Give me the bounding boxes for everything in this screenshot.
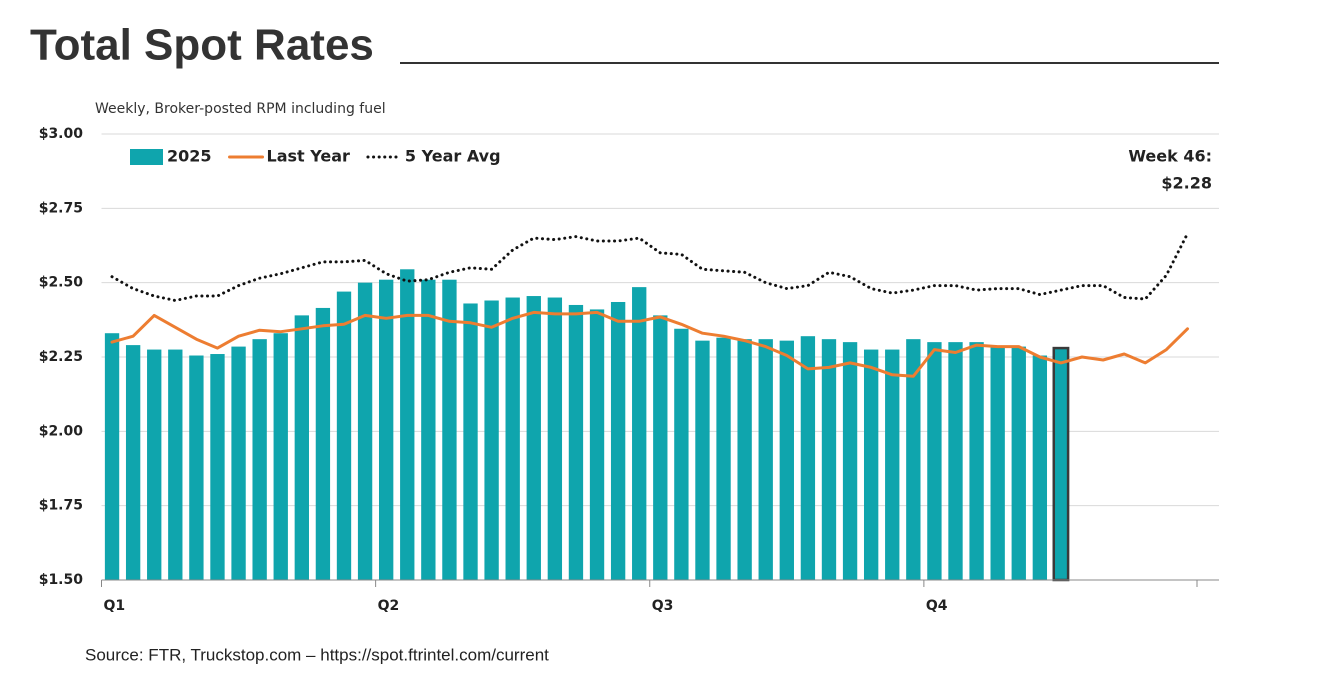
bar [589, 309, 605, 580]
bar [716, 337, 731, 580]
subtitle: Weekly, Broker-posted RPM including fuel [95, 101, 386, 117]
y-tick-label: $2.00 [39, 423, 84, 439]
bar [1052, 346, 1070, 582]
bar [653, 315, 668, 580]
bar [906, 339, 921, 580]
y-tick-label: $2.25 [39, 349, 83, 365]
bar [1011, 346, 1026, 580]
bar [463, 303, 478, 580]
bar [378, 279, 394, 580]
annotation: Week 46: [1128, 147, 1212, 166]
bar [294, 315, 309, 580]
x-tick-label: Q4 [926, 598, 948, 614]
bar [357, 282, 373, 580]
bar [231, 346, 246, 580]
bar [547, 297, 563, 580]
x-tick-label: Q2 [378, 598, 400, 614]
bar [273, 333, 288, 580]
bar [885, 349, 900, 580]
bar [125, 345, 141, 580]
x-tick-label: Q1 [104, 598, 126, 614]
bar [695, 340, 710, 580]
bar [168, 349, 183, 580]
bar [842, 342, 858, 580]
bar [737, 339, 752, 580]
y-tick-label: $1.50 [39, 572, 84, 588]
bar [252, 339, 267, 580]
bar [315, 307, 331, 580]
bar [336, 291, 352, 580]
bar [526, 296, 541, 580]
bar [210, 354, 225, 580]
bar [863, 349, 879, 580]
bar [927, 342, 942, 580]
chart-title: Total Spot Rates [30, 21, 374, 70]
y-tick-label: $2.75 [39, 200, 83, 216]
bar [568, 304, 584, 580]
bar [1032, 355, 1048, 580]
bar [189, 355, 204, 580]
y-tick-label: $2.50 [39, 275, 84, 291]
bar [948, 342, 963, 580]
bar [969, 342, 984, 580]
bar [421, 279, 436, 580]
bar [400, 269, 415, 580]
source: Source: FTR, Truckstop.com – https://spo… [85, 645, 549, 664]
line [110, 232, 1189, 302]
x-tick-label: Q3 [652, 598, 674, 614]
bar [800, 336, 816, 580]
y-tick-label: $1.75 [39, 498, 83, 514]
bar [758, 339, 773, 580]
bar [484, 300, 499, 580]
legend-label: 2025 [167, 147, 212, 166]
y-tick-label: $3.00 [39, 126, 84, 142]
bar [610, 301, 626, 580]
bar [779, 340, 794, 580]
legend-swatch [130, 149, 163, 165]
legend-label: Last Year [267, 147, 351, 166]
line [110, 310, 1189, 378]
bar [990, 346, 1005, 580]
bar [674, 328, 689, 580]
bar [147, 349, 162, 580]
bar [821, 339, 837, 580]
bar [632, 287, 647, 580]
bar [442, 279, 457, 580]
bar [505, 297, 520, 580]
legend-label: 5 Year Avg [405, 147, 501, 166]
annotation: $2.28 [1161, 174, 1212, 193]
bar [104, 333, 120, 580]
